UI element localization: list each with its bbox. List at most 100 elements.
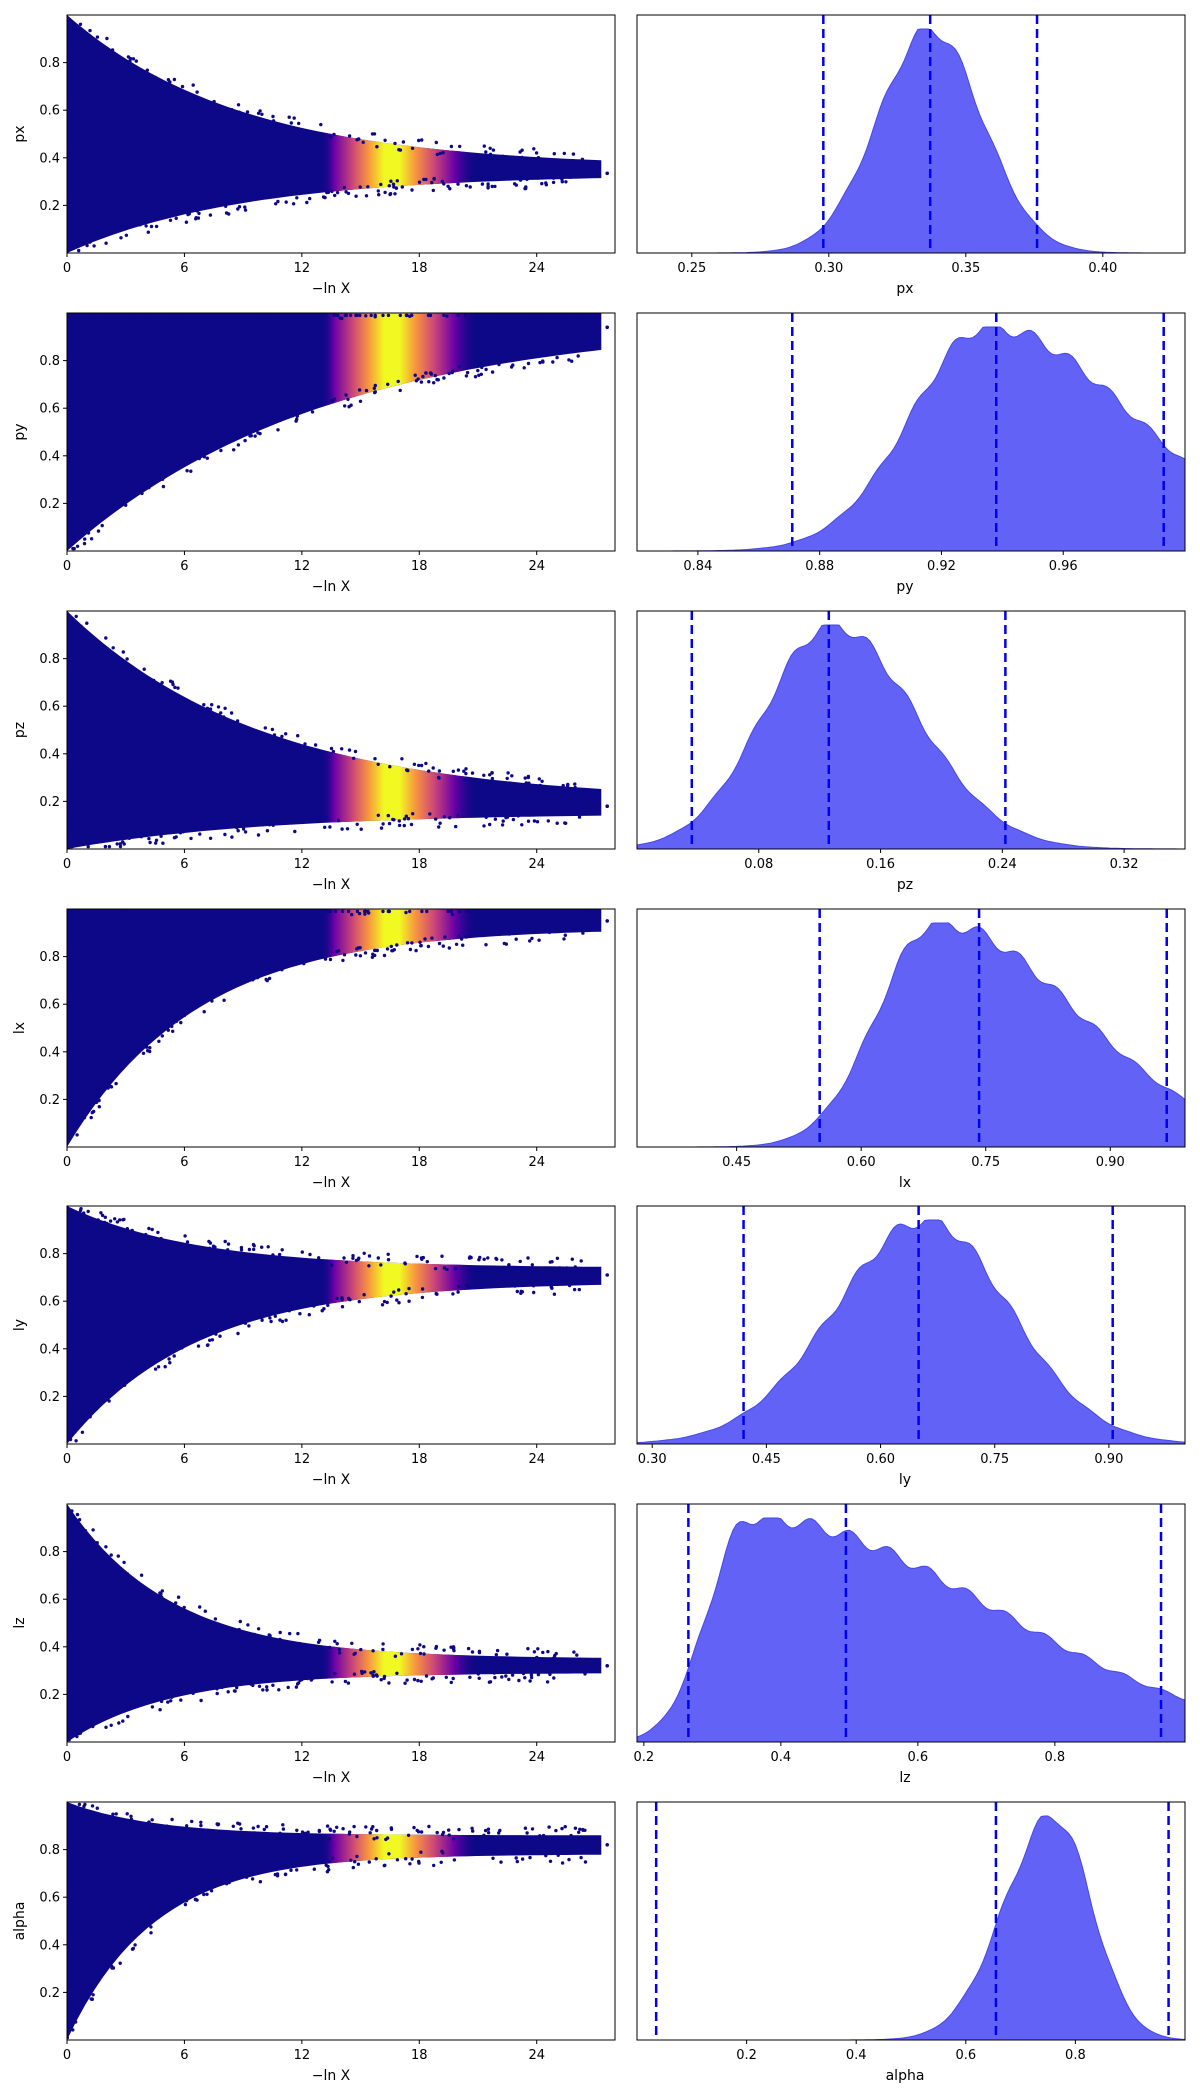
trace-point [381, 1642, 385, 1646]
trace-point [95, 1541, 99, 1545]
trace-point [92, 244, 96, 248]
trace-panel-py: 0 6 12 18 24 0.2 0.4 0.6 0.8 −ln X py [12, 312, 616, 595]
trace-point [127, 313, 131, 318]
x-tick-label: 0.96 [1049, 559, 1078, 574]
trace-point [418, 1651, 423, 1656]
trace-point [197, 211, 201, 216]
trace-point [297, 745, 301, 749]
trace-point [407, 1299, 411, 1303]
trace-point [336, 313, 340, 318]
trace-point [88, 1415, 92, 1419]
trace-point [113, 1217, 117, 1221]
trace-point [124, 503, 128, 507]
trace-point [581, 346, 586, 350]
trace-point [580, 910, 584, 915]
trace-point [538, 1850, 542, 1854]
trace-point [210, 703, 214, 707]
trace-point [276, 1638, 280, 1643]
trace-point [519, 1289, 523, 1294]
trace-point [129, 313, 134, 318]
trace-point [412, 1677, 417, 1682]
trace-point [549, 1285, 553, 1289]
trace-point [308, 816, 313, 820]
trace-point [90, 1988, 95, 1992]
trace-point [296, 734, 300, 738]
trace-point [198, 1605, 202, 1609]
posterior-panel-pz: 0.08 0.16 0.24 0.32 pz [636, 610, 1186, 893]
trace-point [341, 958, 345, 963]
trace-point [95, 1806, 100, 1810]
trace-point [309, 909, 313, 914]
trace-point [278, 1630, 282, 1635]
trace-bright-band [67, 1206, 602, 1444]
trace-point [524, 1269, 528, 1273]
trace-point [412, 1825, 416, 1830]
trace-point [91, 313, 96, 318]
trace-point [122, 1229, 126, 1234]
trace-point [344, 393, 348, 397]
x-tick-label: 0.75 [980, 1452, 1009, 1467]
trace-point [283, 1834, 287, 1839]
trace-point [558, 315, 563, 319]
trace-point [538, 909, 542, 914]
trace-point [172, 1354, 176, 1358]
trace-point [215, 1822, 219, 1826]
trace-point [418, 1643, 422, 1647]
trace-point [389, 179, 393, 183]
trace-point [271, 1259, 275, 1263]
trace-point [178, 831, 183, 835]
trace-point [583, 1860, 588, 1864]
trace-point [275, 740, 279, 744]
trace-point [510, 774, 514, 778]
trace-point [226, 1248, 230, 1252]
trace-point [108, 1219, 113, 1223]
trace-point [442, 1648, 446, 1652]
trace-point [508, 781, 512, 785]
trace-point [179, 1698, 183, 1702]
trace-point [552, 152, 556, 156]
trace-point [77, 1518, 82, 1522]
trace-point [104, 1725, 108, 1730]
trace-point [158, 1708, 162, 1712]
x-tick-label: 0.4 [846, 2048, 867, 2063]
x-tick-label: 0.32 [1110, 857, 1139, 872]
trace-point [577, 1287, 581, 1292]
trace-point [402, 817, 407, 821]
trace-point [372, 1837, 376, 1841]
trace-point [357, 137, 361, 141]
trace-point [490, 783, 494, 788]
trace-point [144, 1232, 148, 1237]
trace-point [383, 190, 387, 195]
trace-point [129, 1814, 133, 1819]
trace-point [379, 826, 384, 830]
trace-point [260, 112, 264, 117]
trace-point [258, 313, 263, 318]
trace-frame [66, 908, 616, 1148]
x-tick-label: 6 [180, 2048, 188, 2063]
trace-y-label: lz [12, 1617, 28, 1628]
trace-point [566, 782, 570, 787]
trace-point [552, 1656, 556, 1660]
x-tick-label: 0.60 [866, 1452, 895, 1467]
posterior-x-label: pz [897, 877, 913, 893]
trace-point [231, 1824, 235, 1829]
trace-point [109, 313, 113, 318]
trace-point [210, 1338, 215, 1342]
trace-point [563, 821, 567, 825]
trace-point [499, 1860, 503, 1864]
trace-point [196, 314, 201, 318]
trace-point [347, 134, 352, 138]
trace-point [456, 1290, 460, 1294]
trace-y-label: lx [12, 1022, 28, 1034]
trace-point [510, 1673, 515, 1677]
trace-point [495, 1648, 500, 1653]
trace-point [70, 22, 75, 26]
trace-point [352, 1652, 356, 1657]
trace-point [340, 1305, 345, 1309]
trace-point [180, 84, 185, 89]
trace-point [165, 1824, 169, 1828]
trace-point [197, 909, 202, 914]
trace-point [225, 314, 229, 318]
trace-frame [66, 1503, 616, 1743]
trace-point [554, 1651, 558, 1656]
